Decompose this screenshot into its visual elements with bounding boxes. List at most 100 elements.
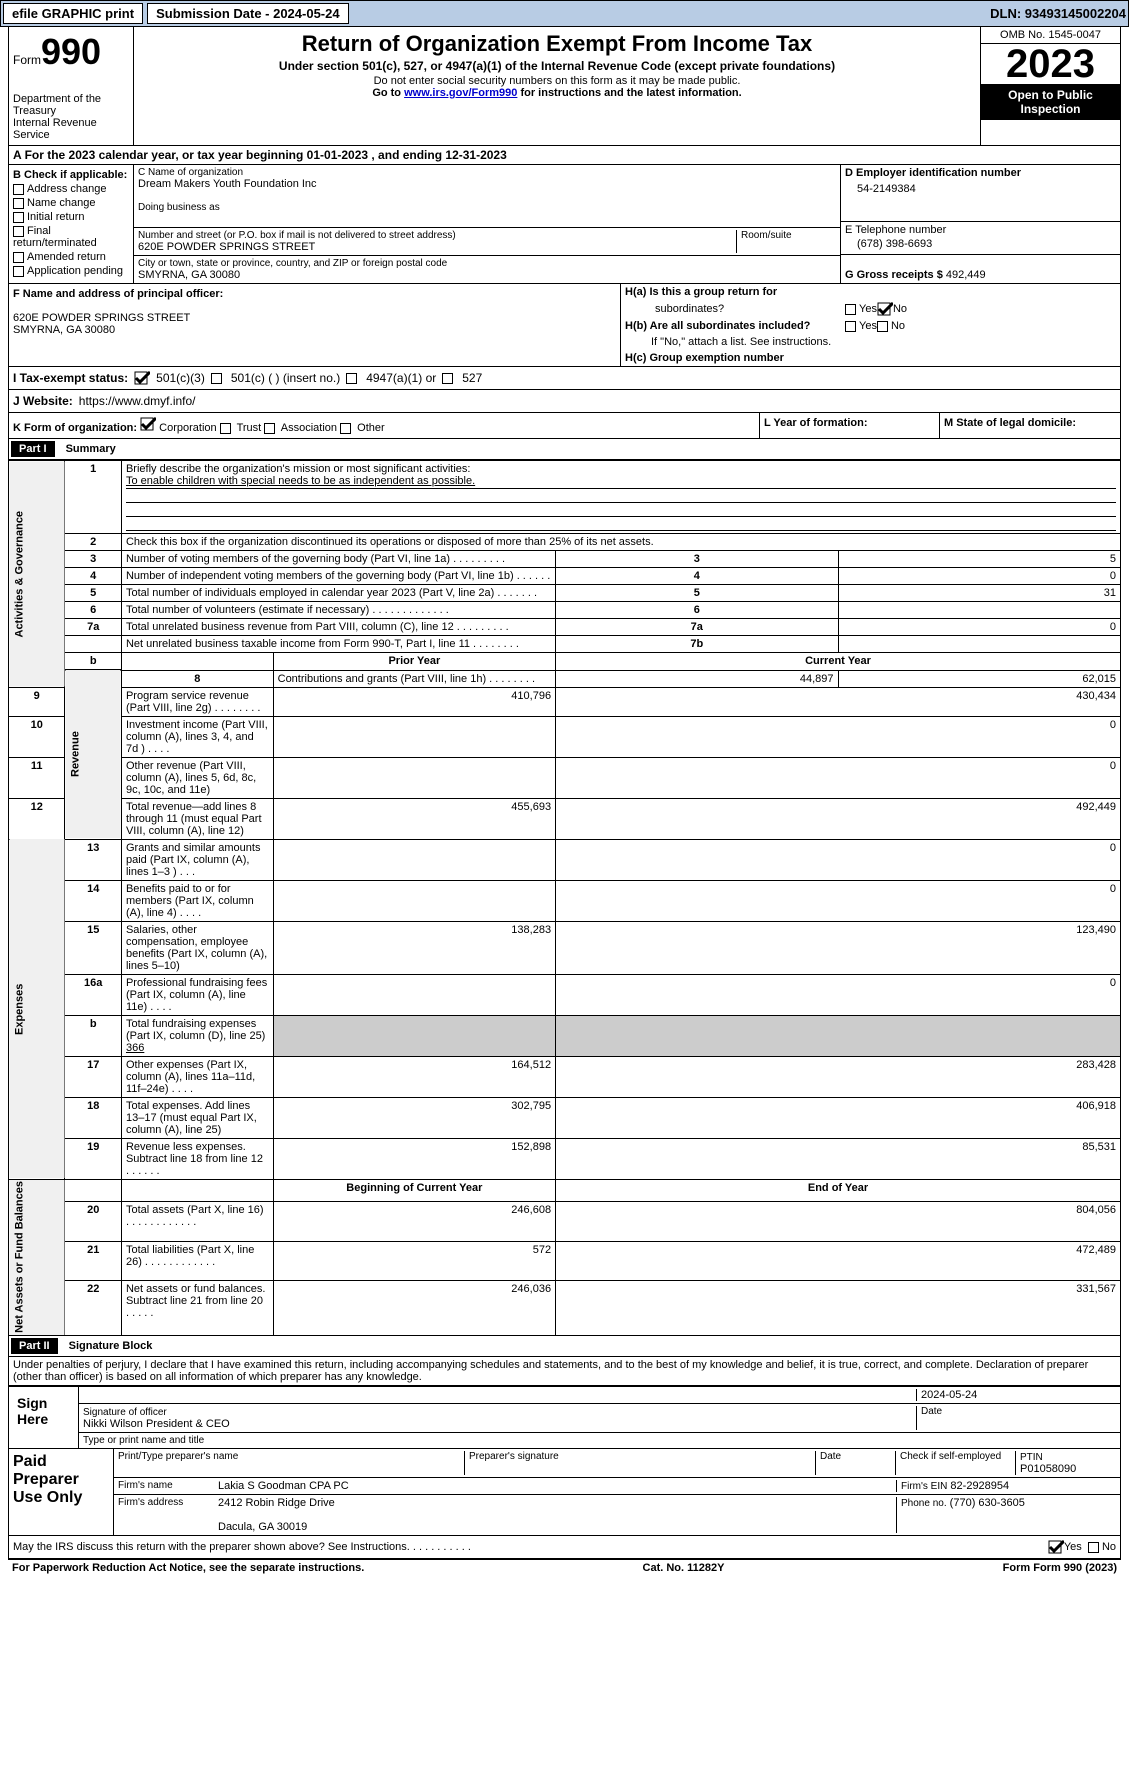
ha-yes-chk[interactable] (845, 304, 856, 315)
hb-yes-chk[interactable] (845, 321, 856, 332)
line2-text: Check this box if the organization disco… (126, 536, 654, 548)
submission-btn[interactable]: Submission Date - 2024-05-24 (147, 3, 349, 24)
website-value: https://www.dmyf.info/ (79, 394, 196, 408)
chk-amended[interactable] (13, 252, 24, 263)
open-inspection: Open to Public Inspection (981, 84, 1120, 120)
form-number: 990 (41, 31, 101, 72)
cat-no: Cat. No. 11282Y (643, 1562, 725, 1574)
org-name: Dream Makers Youth Foundation Inc (138, 178, 836, 190)
ha-sub: subordinates? (625, 303, 845, 315)
line12-text: Total revenue—add lines 8 through 11 (mu… (121, 798, 273, 839)
val-18c: 406,918 (556, 1097, 1121, 1138)
firm-name-lbl: Firm's name (118, 1480, 218, 1492)
line7a-text: Total unrelated business revenue from Pa… (121, 619, 555, 636)
officer-addr2: SMYRNA, GA 30080 (13, 324, 616, 336)
paid-preparer-label: Paid Preparer Use Only (9, 1449, 114, 1535)
chk-final-return[interactable] (13, 226, 24, 237)
ein-value: 54-2149384 (845, 179, 1116, 199)
hc-label: H(c) Group exemption number (625, 352, 784, 364)
beg-year-hdr: Beginning of Current Year (346, 1182, 482, 1194)
line10-text: Investment income (Part VIII, column (A)… (121, 716, 273, 757)
mission-text: To enable children with special needs to… (126, 475, 1116, 489)
hb-no-chk[interactable] (877, 321, 888, 332)
col-b-label: B Check if applicable: (13, 169, 129, 181)
ptin-val: P01058090 (1020, 1463, 1076, 1475)
val-16ap (273, 974, 555, 1015)
firm-phone-lbl: Phone no. (901, 1498, 947, 1509)
chk-name-change[interactable] (13, 198, 24, 209)
val-19p: 152,898 (273, 1138, 555, 1179)
val-9p: 410,796 (273, 687, 555, 716)
sig-officer-lbl: Signature of officer (83, 1407, 167, 1418)
ha-label: H(a) Is this a group return for (625, 286, 777, 298)
trust-chk[interactable] (220, 423, 231, 434)
checked-icon (1048, 1540, 1064, 1554)
line16a-text: Professional fundraising fees (Part IX, … (121, 974, 273, 1015)
501c3-label: 501(c)(3) (156, 371, 205, 385)
line16b-text: Total fundraising expenses (Part IX, col… (126, 1018, 265, 1042)
top-bar: efile GRAPHIC print Submission Date - 20… (0, 0, 1129, 27)
other-chk[interactable] (340, 423, 351, 434)
val-20p: 246,608 (273, 1202, 555, 1241)
checked-icon (140, 417, 156, 431)
sign-here-label: Sign Here (9, 1387, 79, 1448)
chk-app-pending[interactable] (13, 266, 24, 277)
prep-sig-lbl: Preparer's signature (465, 1451, 816, 1475)
501c-chk[interactable] (211, 373, 222, 384)
chk-initial-return[interactable] (13, 212, 24, 223)
val-11p (273, 757, 555, 798)
summary-table: Activities & Governance 1 Briefly descri… (8, 460, 1121, 1336)
firm-addr1: 2412 Robin Ridge Drive (218, 1497, 335, 1509)
val-17c: 283,428 (556, 1056, 1121, 1097)
street-address: 620E POWDER SPRINGS STREET (138, 241, 736, 253)
efile-btn[interactable]: efile GRAPHIC print (3, 3, 143, 24)
dept-treasury: Department of the Treasury (13, 93, 129, 117)
chk-address-change[interactable] (13, 184, 24, 195)
curr-year-hdr: Current Year (805, 655, 871, 667)
firm-phone: (770) 630-3605 (950, 1497, 1025, 1509)
addr-label: Number and street (or P.O. box if mail i… (138, 230, 736, 241)
form-header: Form990 Department of the Treasury Inter… (8, 27, 1121, 146)
col-b-checkboxes: B Check if applicable: Address change Na… (9, 165, 134, 283)
firm-name: Lakia S Goodman CPA PC (218, 1480, 896, 1492)
part1-header: Part I (11, 441, 55, 457)
line1-text: Briefly describe the organization's miss… (126, 463, 470, 475)
firm-addr-lbl: Firm's address (118, 1497, 218, 1533)
val-6 (838, 602, 1121, 619)
firm-addr2: Dacula, GA 30019 (218, 1521, 307, 1533)
self-emp-lbl: Check if self-employed (900, 1451, 1001, 1462)
val-10p (273, 716, 555, 757)
irs-link[interactable]: www.irs.gov/Form990 (404, 87, 517, 99)
527-chk[interactable] (442, 373, 453, 384)
dba-label: Doing business as (138, 202, 836, 213)
val-8c: 62,015 (838, 670, 1121, 687)
part2-title: Signature Block (69, 1340, 153, 1352)
form-subtitle-1: Under section 501(c), 527, or 4947(a)(1)… (138, 59, 976, 73)
line20-text: Total assets (Part X, line 16) . . . . .… (121, 1202, 273, 1241)
discuss-no-chk[interactable] (1088, 1542, 1099, 1553)
val-15p: 138,283 (273, 921, 555, 974)
line3-text: Number of voting members of the governin… (121, 551, 555, 568)
form-title: Return of Organization Exempt From Incom… (138, 31, 976, 57)
tax-year: 2023 (981, 44, 1120, 84)
sig-date: 2024-05-24 (916, 1389, 1116, 1401)
val-10c: 0 (556, 716, 1121, 757)
form-990-footer: Form 990 (2023) (1033, 1562, 1117, 1574)
firm-ein: 82-2928954 (950, 1480, 1009, 1492)
vtxt-activities: Activities & Governance (9, 461, 65, 688)
goto-prefix: Go to (372, 87, 404, 99)
4947-chk[interactable] (346, 373, 357, 384)
checked-icon (877, 302, 893, 316)
firm-ein-lbl: Firm's EIN (901, 1481, 947, 1492)
city-label: City or town, state or province, country… (138, 258, 836, 269)
type-name-lbl: Type or print name and title (83, 1435, 204, 1446)
val-12c: 492,449 (556, 798, 1121, 839)
val-16ac: 0 (556, 974, 1121, 1015)
val-21c: 472,489 (556, 1241, 1121, 1280)
form-prefix: Form (13, 53, 41, 67)
phone-label: E Telephone number (845, 224, 1116, 236)
line5-text: Total number of individuals employed in … (121, 585, 555, 602)
assoc-chk[interactable] (264, 423, 275, 434)
form-footer: Form (1003, 1562, 1034, 1574)
officer-addr1: 620E POWDER SPRINGS STREET (13, 312, 616, 324)
